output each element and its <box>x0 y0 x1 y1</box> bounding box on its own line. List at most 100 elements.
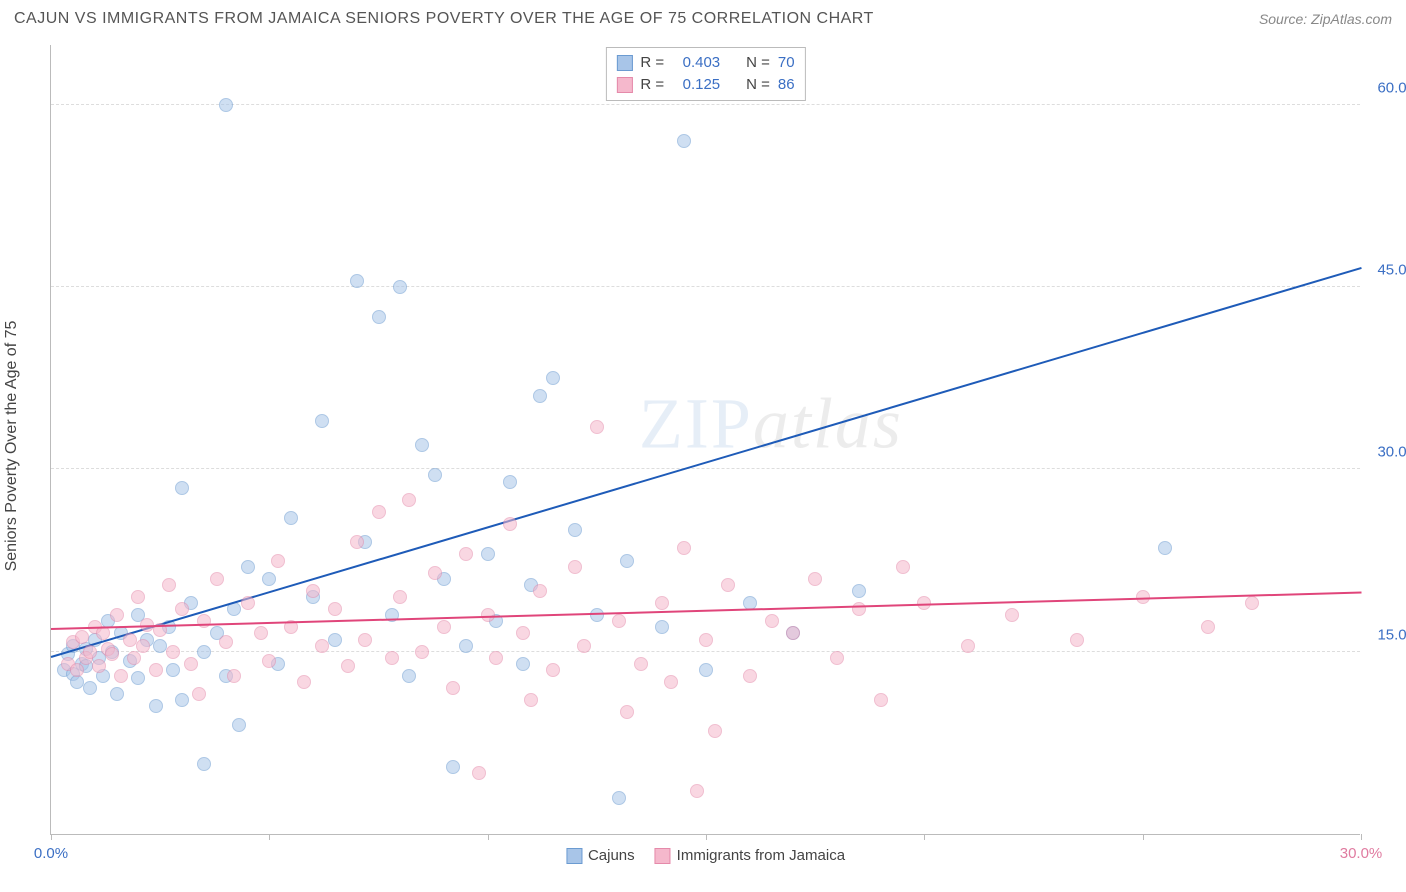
chart-plot-area: ZIPatlas R =0.403N =70R =0.125N =86 Caju… <box>50 45 1360 835</box>
scatter-point <box>533 389 547 403</box>
scatter-point <box>446 760 460 774</box>
x-tick-label: 30.0% <box>1340 845 1383 862</box>
r-value: 0.125 <box>672 74 720 96</box>
scatter-point <box>1070 633 1084 647</box>
scatter-point <box>568 523 582 537</box>
scatter-point <box>350 535 364 549</box>
legend-swatch <box>616 77 632 93</box>
scatter-point <box>721 578 735 592</box>
scatter-point <box>393 590 407 604</box>
x-tick-mark <box>706 834 707 840</box>
scatter-point <box>402 669 416 683</box>
scatter-point <box>197 645 211 659</box>
scatter-point <box>830 651 844 665</box>
scatter-point <box>372 505 386 519</box>
scatter-point <box>110 608 124 622</box>
legend-label: Cajuns <box>588 847 635 864</box>
x-tick-mark <box>488 834 489 840</box>
scatter-point <box>590 608 604 622</box>
scatter-point <box>262 654 276 668</box>
scatter-point <box>149 663 163 677</box>
scatter-point <box>184 657 198 671</box>
source-label: Source: ZipAtlas.com <box>1259 11 1392 27</box>
scatter-point <box>1158 541 1172 555</box>
gridline <box>51 286 1360 287</box>
scatter-point <box>896 560 910 574</box>
scatter-point <box>83 645 97 659</box>
scatter-point <box>197 757 211 771</box>
scatter-point <box>612 791 626 805</box>
scatter-point <box>428 468 442 482</box>
y-tick-label: 60.0% <box>1365 79 1406 96</box>
scatter-point <box>634 657 648 671</box>
scatter-point <box>786 626 800 640</box>
legend-item: Cajuns <box>566 847 635 864</box>
scatter-point <box>472 766 486 780</box>
scatter-point <box>516 626 530 640</box>
scatter-point <box>315 639 329 653</box>
r-value: 0.403 <box>672 52 720 74</box>
scatter-point <box>516 657 530 671</box>
scatter-point <box>219 98 233 112</box>
scatter-point <box>175 481 189 495</box>
scatter-point <box>175 693 189 707</box>
gridline <box>51 468 1360 469</box>
scatter-point <box>533 584 547 598</box>
scatter-point <box>852 602 866 616</box>
scatter-point <box>358 633 372 647</box>
x-tick-mark <box>51 834 52 840</box>
x-tick-mark <box>924 834 925 840</box>
scatter-point <box>227 669 241 683</box>
scatter-point <box>620 705 634 719</box>
scatter-point <box>402 493 416 507</box>
scatter-point <box>175 602 189 616</box>
scatter-point <box>219 635 233 649</box>
scatter-point <box>1245 596 1259 610</box>
scatter-point <box>284 511 298 525</box>
scatter-point <box>1201 620 1215 634</box>
scatter-point <box>415 438 429 452</box>
scatter-point <box>612 614 626 628</box>
scatter-point <box>546 371 560 385</box>
scatter-point <box>446 681 460 695</box>
scatter-point <box>350 274 364 288</box>
scatter-point <box>92 659 106 673</box>
scatter-point <box>852 584 866 598</box>
scatter-point <box>459 639 473 653</box>
scatter-point <box>166 663 180 677</box>
scatter-point <box>428 566 442 580</box>
scatter-point <box>489 651 503 665</box>
n-label: N = <box>746 52 770 74</box>
scatter-point <box>664 675 678 689</box>
scatter-point <box>743 669 757 683</box>
scatter-point <box>149 699 163 713</box>
scatter-point <box>241 560 255 574</box>
scatter-point <box>961 639 975 653</box>
scatter-point <box>1005 608 1019 622</box>
scatter-point <box>328 602 342 616</box>
scatter-point <box>131 671 145 685</box>
scatter-point <box>874 693 888 707</box>
x-tick-label: 0.0% <box>34 845 68 862</box>
scatter-point <box>655 620 669 634</box>
n-value: 86 <box>778 74 795 96</box>
stats-row: R =0.125N =86 <box>616 74 794 96</box>
scatter-point <box>210 572 224 586</box>
scatter-point <box>306 584 320 598</box>
scatter-point <box>699 633 713 647</box>
legend-swatch <box>616 55 632 71</box>
n-value: 70 <box>778 52 795 74</box>
scatter-point <box>110 687 124 701</box>
scatter-point <box>75 630 89 644</box>
scatter-point <box>254 626 268 640</box>
series-legend: CajunsImmigrants from Jamaica <box>566 847 845 864</box>
scatter-point <box>690 784 704 798</box>
scatter-point <box>197 614 211 628</box>
scatter-point <box>699 663 713 677</box>
legend-swatch <box>655 848 671 864</box>
scatter-point <box>708 724 722 738</box>
r-label: R = <box>640 52 664 74</box>
scatter-point <box>131 590 145 604</box>
scatter-point <box>70 675 84 689</box>
x-tick-mark <box>1361 834 1362 840</box>
